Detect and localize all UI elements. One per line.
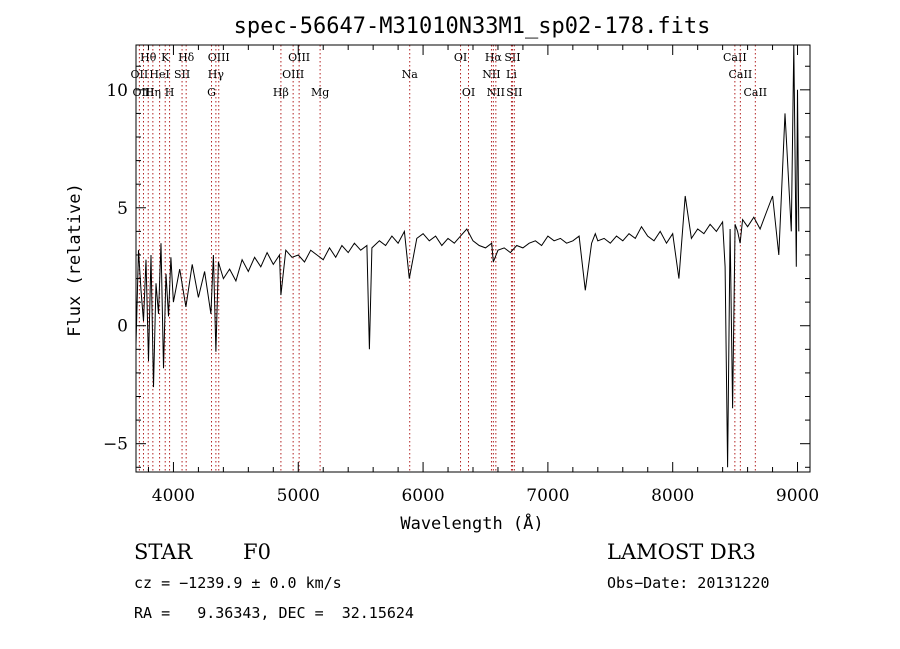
x-tick-label-9000: 9000 (776, 486, 819, 506)
marker-label-24: SII (506, 86, 522, 99)
marker-label-26: CaII (729, 68, 753, 81)
marker-label-23: NII (487, 86, 505, 99)
chart-title: spec-56647-M31010N33M1_sp02-178.fits (234, 14, 711, 39)
survey-label: LAMOST DR3 (607, 540, 756, 564)
marker-label-20: SII (504, 51, 520, 64)
x-axis-label: Wavelength (Å) (400, 512, 543, 534)
y-tick-label-5: 5 (117, 199, 128, 219)
x-tick-label-7000: 7000 (526, 486, 569, 506)
marker-label-3: K (161, 51, 170, 64)
marker-label-4: HeI (149, 68, 169, 81)
y-axis-label: Flux (relative) (65, 183, 85, 337)
marker-label-5: Hη (145, 86, 161, 99)
marker-label-21: NII (482, 68, 500, 81)
marker-label-13: OIII (282, 68, 304, 81)
x-tick-label-4000: 4000 (152, 486, 195, 506)
marker-label-25: CaII (723, 51, 747, 64)
marker-label-7: H (165, 86, 175, 99)
marker-label-1: OII (131, 68, 149, 81)
redshift-text: cz = −1239.9 ± 0.0 km/s (134, 574, 342, 592)
x-tick-label-6000: 6000 (401, 486, 444, 506)
x-axis-ticks: 4000 5000 6000 7000 8000 9000 (147, 45, 819, 506)
marker-label-8: Hδ (178, 51, 195, 64)
marker-label-19: Hα (485, 51, 503, 64)
line-markers: Hθ OII OIII K HeI Hη SII H Hδ OIII Hγ G OIII OIII Hβ Mg… (131, 45, 767, 472)
y-tick-label--5: −5 (103, 435, 128, 455)
plot-frame (135, 44, 811, 473)
marker-label-2: OIII (132, 86, 154, 99)
obs-date-text: Obs−Date: 20131220 (607, 574, 770, 592)
marker-label-16: Na (402, 68, 419, 81)
y-tick-label-0: 0 (117, 317, 128, 337)
spectrum-chart: spec-56647-M31010N33M1_sp02-178.fits Hθ O… (65, 14, 819, 534)
ra-dec-text: RA = 9.36343, DEC = 32.15624 (134, 604, 414, 622)
series-layer (135, 44, 800, 468)
marker-label-0: Hθ (140, 51, 157, 64)
marker-label-9: OIII (208, 51, 230, 64)
y-axis-ticks: −5 0 5 10 (103, 65, 810, 468)
marker-label-17: OI (454, 51, 467, 64)
marker-label-6: SII (174, 68, 190, 81)
marker-label-15: Mg (311, 86, 329, 99)
x-tick-label-8000: 8000 (651, 486, 694, 506)
series-line-flux (135, 44, 800, 468)
marker-label-22: Li (506, 68, 517, 81)
marker-label-10: Hγ (208, 68, 225, 81)
marker-label-27: CaII (743, 86, 767, 99)
marker-label-11: G (207, 86, 216, 99)
marker-label-18: OI (462, 86, 475, 99)
marker-label-14: Hβ (273, 86, 289, 99)
x-tick-label-5000: 5000 (277, 486, 320, 506)
y-tick-label-10: 10 (106, 81, 128, 101)
marker-label-12: OIII (288, 51, 310, 64)
star-subclass: F0 (243, 540, 271, 564)
star-class: STAR (134, 540, 193, 564)
